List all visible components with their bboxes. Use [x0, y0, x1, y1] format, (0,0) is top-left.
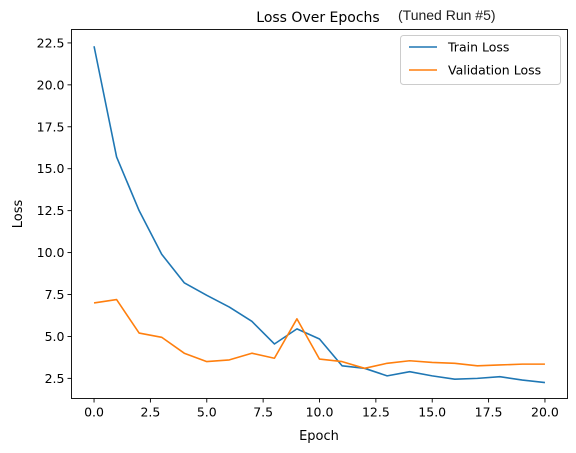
x-tick-label: 10.0 [306, 405, 334, 420]
plot-lines [93, 46, 546, 384]
y-tick-label: 22.5 [37, 35, 65, 50]
legend-box [400, 35, 561, 85]
y-axis-ticks: 2.5 5.0 7.5 10.0 12.5 15.0 17.5 20.0 22.5 [37, 35, 72, 386]
x-tick-label: 5.0 [197, 405, 217, 420]
y-tick-label: 10.0 [37, 245, 65, 260]
y-axis-label: Loss [11, 200, 26, 229]
y-tick-label: 5.0 [45, 329, 65, 344]
x-tick-label: 12.5 [362, 405, 390, 420]
series-line-validation-loss [93, 298, 545, 370]
x-tick-label: 20.0 [531, 405, 559, 420]
y-tick-label: 15.0 [37, 161, 65, 176]
x-tick-label: 2.5 [140, 405, 160, 420]
y-tick-label: 2.5 [45, 371, 65, 386]
x-tick-label: 0.0 [84, 405, 104, 420]
y-tick-label: 7.5 [45, 287, 65, 302]
x-tick-label: 7.5 [253, 405, 273, 420]
legend-label-train-loss: Train Loss [447, 40, 509, 55]
plot-frame [71, 29, 568, 399]
y-tick-label: 12.5 [37, 203, 65, 218]
x-tick-label: 15.0 [418, 405, 446, 420]
legend-label-validation-loss: Validation Loss [448, 63, 541, 78]
legend: Train Loss Validation Loss [400, 35, 561, 85]
y-tick-label: 20.0 [37, 77, 65, 92]
series-line-train-loss [93, 46, 546, 384]
x-tick-label: 17.5 [475, 405, 503, 420]
chart-title: Loss Over Epochs [256, 10, 379, 26]
x-axis-ticks: 0.0 2.5 5.0 7.5 10.0 12.5 15.0 17.5 20.0 [84, 398, 559, 420]
x-axis-label: Epoch [299, 429, 339, 444]
chart-subtitle: (Tuned Run #5) [398, 7, 496, 23]
y-tick-label: 17.5 [37, 119, 65, 134]
